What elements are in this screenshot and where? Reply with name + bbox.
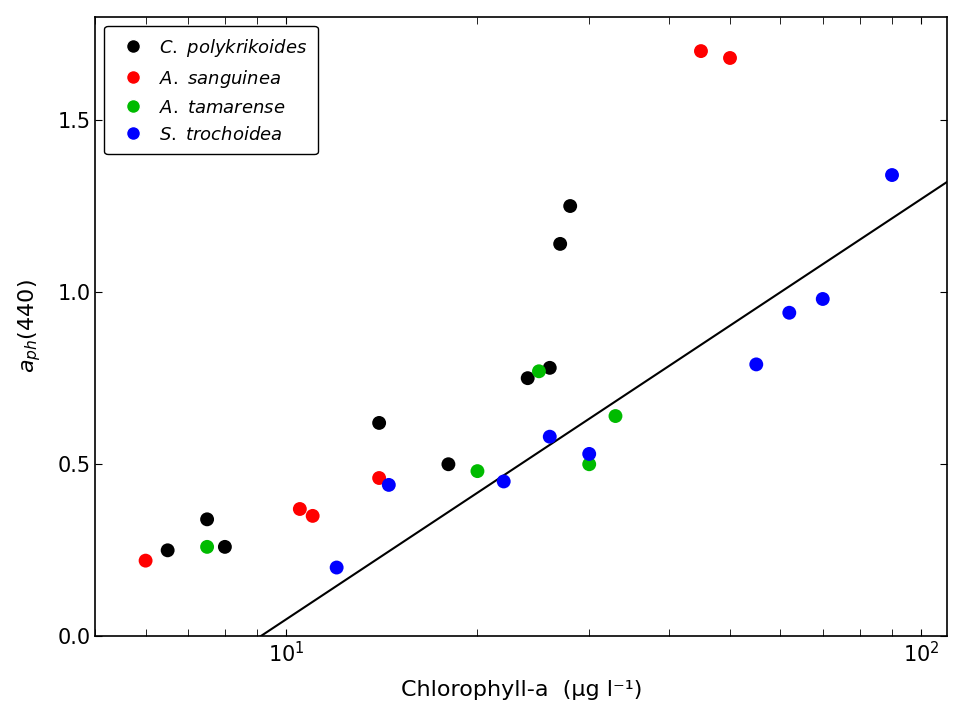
Legend: $\it{C.\ polykrikoides}$, $\it{A.\ sanguinea}$, $\it{A.\ tamarense}$, $\it{S.\ t: $\it{C.\ polykrikoides}$, $\it{A.\ sangu…: [104, 26, 318, 154]
Point: [542, 362, 557, 374]
Point: [160, 545, 175, 556]
Point: [542, 431, 557, 442]
X-axis label: Chlorophyll-a  (μg l⁻¹): Chlorophyll-a (μg l⁻¹): [401, 680, 642, 701]
Point: [496, 475, 512, 487]
Point: [200, 541, 215, 553]
Point: [469, 465, 485, 477]
Point: [371, 473, 387, 484]
Point: [562, 200, 577, 212]
Point: [749, 358, 764, 370]
Point: [884, 169, 899, 181]
Point: [581, 448, 597, 460]
Point: [441, 458, 456, 470]
Point: [217, 541, 232, 553]
Point: [292, 503, 308, 515]
Point: [138, 555, 153, 566]
Point: [693, 45, 709, 57]
Point: [581, 458, 597, 470]
Point: [722, 52, 737, 64]
Point: [815, 293, 830, 305]
Point: [381, 479, 396, 490]
Point: [200, 513, 215, 525]
Point: [607, 410, 623, 422]
Point: [371, 417, 387, 429]
Point: [531, 366, 547, 377]
Point: [305, 511, 320, 522]
Point: [552, 238, 568, 250]
Point: [520, 372, 535, 384]
Y-axis label: $a_{ph}(440)$: $a_{ph}(440)$: [16, 280, 43, 374]
Point: [782, 307, 797, 318]
Point: [329, 562, 344, 574]
